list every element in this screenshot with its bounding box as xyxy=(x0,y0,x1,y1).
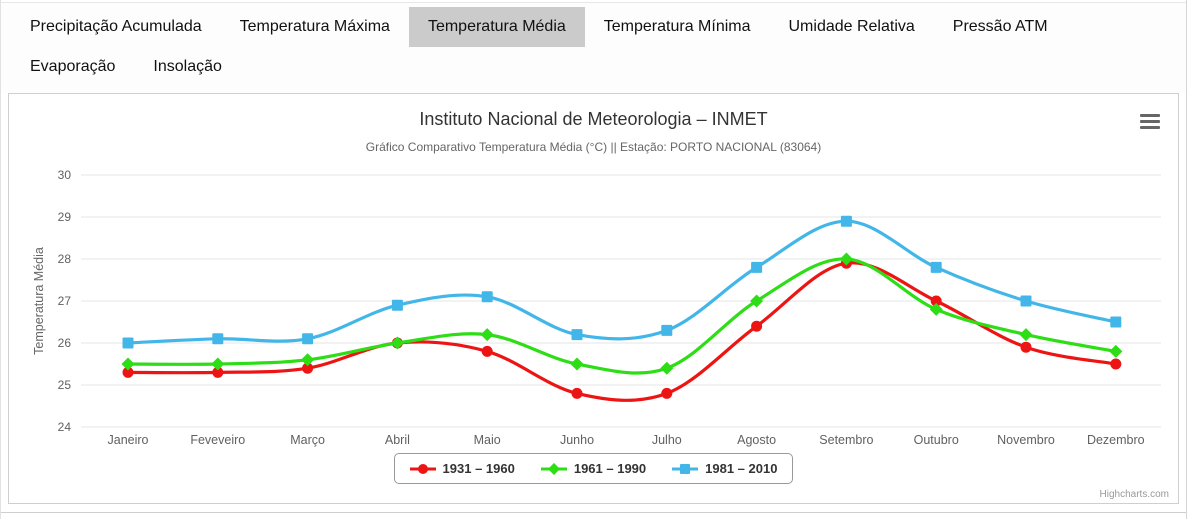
legend-item-1[interactable]: 1931 – 1960 xyxy=(409,461,515,476)
data-point-marker[interactable] xyxy=(930,261,942,273)
data-point-marker xyxy=(680,463,691,474)
data-point-marker[interactable] xyxy=(839,252,853,266)
data-point-marker[interactable] xyxy=(1109,344,1123,358)
tab-temperatura-media[interactable]: Temperatura Média xyxy=(408,7,585,47)
tab-precipitacao-acumulada[interactable]: Precipitação Acumulada xyxy=(30,18,202,35)
data-point-marker[interactable] xyxy=(1110,358,1122,370)
data-point-marker[interactable] xyxy=(302,362,314,374)
series-line xyxy=(126,219,1118,345)
y-tick-label: 26 xyxy=(58,336,72,350)
chart-title: Instituto Nacional de Meteorologia – INM… xyxy=(419,109,768,129)
data-point-marker xyxy=(547,462,560,475)
data-point-marker[interactable] xyxy=(391,299,403,311)
data-point-marker[interactable] xyxy=(302,333,314,345)
data-point-marker[interactable] xyxy=(840,215,852,227)
x-tick-label: Outubro xyxy=(914,433,959,447)
data-point-marker[interactable] xyxy=(1020,341,1032,353)
data-point-marker xyxy=(417,463,428,474)
chart-card: Instituto Nacional de Meteorologia – INM… xyxy=(8,93,1179,504)
tab-evaporacao[interactable]: Evaporação xyxy=(30,58,116,75)
legend-label: 1961 – 1990 xyxy=(573,461,647,476)
data-point-marker[interactable] xyxy=(212,366,224,378)
y-tick-label: 24 xyxy=(58,420,72,434)
tab-temperatura-maxima[interactable]: Temperatura Máxima xyxy=(239,18,390,35)
data-point-marker[interactable] xyxy=(121,357,135,371)
data-point-marker[interactable] xyxy=(1019,328,1033,342)
data-point-marker[interactable] xyxy=(212,333,224,345)
data-point-marker[interactable] xyxy=(571,387,583,399)
x-tick-label: Junho xyxy=(560,433,594,447)
tab-row-1: Precipitação Acumulada Temperatura Máxima… xyxy=(11,7,1176,47)
y-tick-label: 25 xyxy=(58,378,72,392)
data-point-marker[interactable] xyxy=(750,294,764,308)
y-tick-label: 29 xyxy=(58,210,72,224)
data-point-marker[interactable] xyxy=(929,302,943,316)
tab-row-2: Evaporação Insolação xyxy=(11,47,1176,87)
data-point-marker[interactable] xyxy=(390,336,404,350)
y-axis-title: Temperatura Média xyxy=(32,247,46,355)
data-point-marker[interactable] xyxy=(661,324,673,336)
data-point-marker[interactable] xyxy=(122,337,134,349)
data-point-marker[interactable] xyxy=(301,353,315,367)
data-point-marker[interactable] xyxy=(480,328,494,342)
x-tick-label: Feveveiro xyxy=(190,433,245,447)
data-point-marker[interactable] xyxy=(570,357,584,371)
x-tick-label: Setembro xyxy=(819,433,873,447)
page-bottom-divider xyxy=(1,512,1186,513)
hamburger-icon[interactable] xyxy=(1138,110,1162,132)
y-tick-label: 28 xyxy=(58,252,72,266)
legend-label: 1931 – 1960 xyxy=(442,461,515,476)
tab-pressao-atm[interactable]: Pressão ATM xyxy=(952,18,1048,35)
tab-insolacao[interactable]: Insolação xyxy=(153,58,222,75)
data-point-marker[interactable] xyxy=(930,295,942,307)
x-tick-label: Janeiro xyxy=(108,433,149,447)
data-point-marker[interactable] xyxy=(1020,295,1032,307)
line-chart: 24 25 26 27 28 29 30 Temperatura Média Janeiro Fe… xyxy=(32,168,1161,447)
data-point-marker[interactable] xyxy=(211,357,225,371)
y-tick-label: 30 xyxy=(58,168,72,182)
tab-temperatura-minima[interactable]: Temperatura Mínima xyxy=(603,18,751,35)
data-point-marker[interactable] xyxy=(481,291,493,303)
page-top-divider xyxy=(1,0,1186,3)
tab-bar: Precipitação Acumulada Temperatura Máxima… xyxy=(1,3,1186,93)
highcharts-credit[interactable]: Highcharts.com xyxy=(1099,489,1169,500)
series-line xyxy=(126,261,1118,402)
x-tick-label: Julho xyxy=(652,433,682,447)
x-tick-label: Março xyxy=(290,433,325,447)
x-tick-label: Abril xyxy=(385,433,410,447)
legend-marker-square xyxy=(672,463,699,474)
data-point-marker[interactable] xyxy=(481,345,493,357)
data-point-marker[interactable] xyxy=(751,320,763,332)
data-point-marker[interactable] xyxy=(1110,316,1122,328)
legend-item-3[interactable]: 1981 – 2010 xyxy=(672,461,777,476)
data-point-marker[interactable] xyxy=(660,361,674,375)
data-point-marker[interactable] xyxy=(751,261,763,273)
legend-marker-circle xyxy=(409,463,436,474)
tab-umidade-relativa[interactable]: Umidade Relativa xyxy=(788,18,915,35)
x-tick-label: Agosto xyxy=(737,433,776,447)
data-point-marker[interactable] xyxy=(122,366,134,378)
legend-label: 1981 – 2010 xyxy=(705,461,778,476)
data-point-marker[interactable] xyxy=(661,387,673,399)
chart-legend: 1931 – 1960 1961 – 1990 1981 – 2010 xyxy=(393,453,794,484)
chart-subtitle: Gráfico Comparativo Temperatura Média (°… xyxy=(365,140,822,154)
x-tick-label: Dezembro xyxy=(1087,433,1145,447)
x-tick-label: Maio xyxy=(474,433,501,447)
x-tick-label: Novembro xyxy=(997,433,1055,447)
data-point-marker[interactable] xyxy=(571,329,583,341)
legend-item-2[interactable]: 1961 – 1990 xyxy=(540,461,647,476)
legend-marker-diamond xyxy=(540,462,567,475)
y-tick-label: 27 xyxy=(58,294,72,308)
